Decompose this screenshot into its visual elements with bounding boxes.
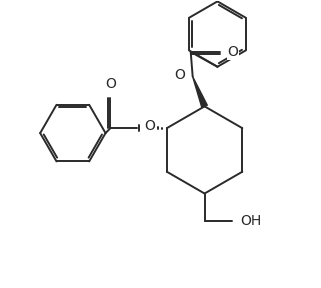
Text: O: O	[227, 45, 238, 59]
Text: O: O	[144, 119, 155, 133]
Text: O: O	[174, 68, 185, 82]
Text: OH: OH	[240, 214, 262, 228]
Polygon shape	[193, 77, 207, 107]
Text: O: O	[105, 77, 116, 90]
